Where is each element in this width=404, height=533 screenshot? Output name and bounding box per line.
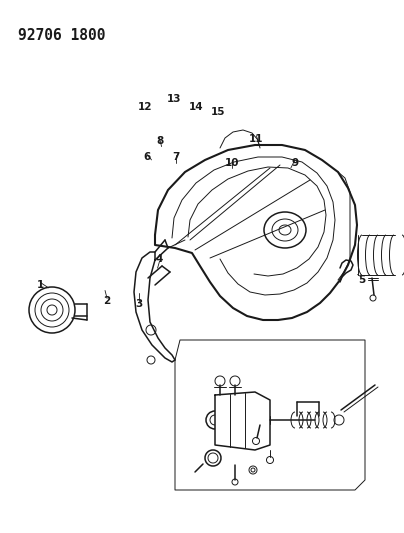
Text: 13: 13 bbox=[166, 94, 181, 103]
Text: 8: 8 bbox=[156, 136, 163, 146]
Text: 14: 14 bbox=[189, 102, 203, 111]
Text: 2: 2 bbox=[103, 296, 111, 306]
Text: 92706 1800: 92706 1800 bbox=[18, 28, 105, 43]
Text: 7: 7 bbox=[172, 152, 179, 162]
Text: 5: 5 bbox=[358, 275, 365, 285]
Text: 1: 1 bbox=[37, 280, 44, 290]
Text: 11: 11 bbox=[249, 134, 264, 143]
Text: 12: 12 bbox=[138, 102, 153, 111]
Text: 6: 6 bbox=[144, 152, 151, 162]
Text: 4: 4 bbox=[156, 254, 163, 263]
Text: 10: 10 bbox=[225, 158, 240, 167]
Text: 15: 15 bbox=[211, 107, 225, 117]
Text: 3: 3 bbox=[136, 299, 143, 309]
Text: 9: 9 bbox=[291, 158, 299, 167]
